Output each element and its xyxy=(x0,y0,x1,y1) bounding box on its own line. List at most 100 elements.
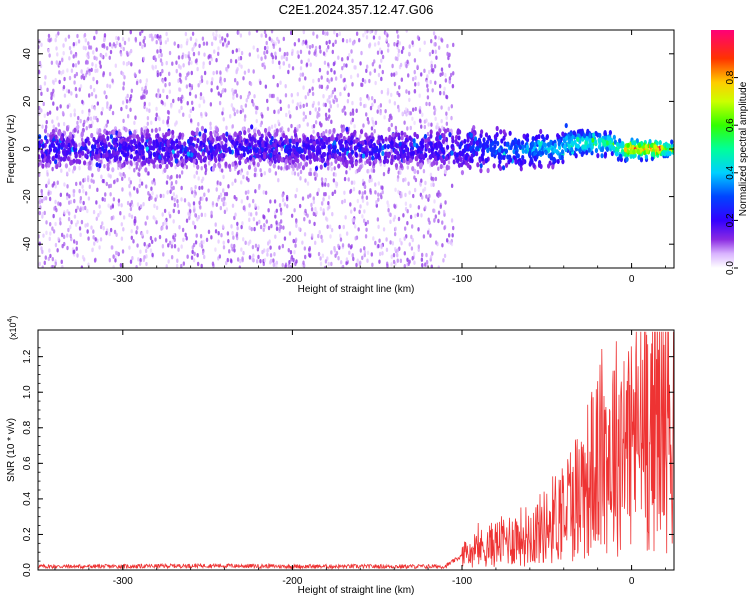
spectrogram-cell xyxy=(52,88,55,94)
spectrogram-cell xyxy=(279,219,283,224)
spectrogram-cell xyxy=(140,144,144,150)
spectrogram-cell xyxy=(212,31,215,37)
spectrogram-cell xyxy=(313,221,316,227)
spectrogram-cell xyxy=(79,232,82,238)
spectrogram-cell xyxy=(391,132,395,138)
spectrogram-cell xyxy=(332,61,336,67)
spectrogram-cell xyxy=(390,254,393,259)
spectrogram-cell xyxy=(277,165,280,170)
spectrogram-cell xyxy=(315,172,319,178)
spectrogram-cell xyxy=(288,63,291,69)
spectrogram-cell xyxy=(334,172,337,177)
spectrogram-cell xyxy=(323,135,327,141)
spectrogram-cell xyxy=(394,163,399,169)
spectrogram-cell xyxy=(295,141,299,147)
spectrogram-cell xyxy=(118,156,122,162)
spectrogram-cell xyxy=(269,139,273,146)
spectrogram-cell xyxy=(281,262,284,268)
spectrogram-cell xyxy=(67,34,71,39)
spectrogram-cell xyxy=(88,71,91,76)
spectrogram-cell xyxy=(183,141,187,147)
spectrogram-cell xyxy=(218,163,222,169)
spectrogram-cell xyxy=(584,140,588,146)
spectrogram-cell xyxy=(307,91,310,97)
spectrogram-cell xyxy=(90,67,93,73)
spectrogram-cell xyxy=(312,31,315,36)
spectrogram-cell xyxy=(303,217,306,222)
spectrogram-cell xyxy=(155,205,159,211)
spectrogram-cell xyxy=(158,154,162,160)
spectrogram-cell xyxy=(425,79,429,85)
spectrogram-cell xyxy=(626,142,630,148)
spectrogram-cell xyxy=(413,58,417,63)
spectrogram-cell xyxy=(377,105,380,110)
spectrogram-cell xyxy=(110,216,113,221)
spectrogram-cell xyxy=(239,94,243,100)
spectrogram-cell xyxy=(163,167,167,173)
spectrogram-cell xyxy=(308,171,311,177)
spectrogram-cell xyxy=(80,69,83,74)
spectrogram-cell xyxy=(145,244,149,249)
spectrogram-cell xyxy=(65,126,70,132)
spectrogram-cell xyxy=(588,138,592,144)
spectrogram-cell xyxy=(497,147,502,153)
spectrogram-cell xyxy=(279,106,283,112)
spectrogram-cell xyxy=(351,111,355,116)
spectrogram-cell xyxy=(447,233,451,238)
spectrogram-cell xyxy=(261,114,264,119)
spectrogram-cell xyxy=(283,202,287,207)
spectrogram-cell xyxy=(303,232,307,237)
spectrogram-cell xyxy=(161,159,165,165)
spectrogram-cell xyxy=(54,242,58,248)
spectrogram-cell xyxy=(211,166,215,172)
spectrogram-cell xyxy=(293,249,296,255)
spectrogram-cell xyxy=(310,233,314,238)
spectrogram-cell xyxy=(239,170,242,176)
spectrogram-cell xyxy=(333,140,337,146)
spectrogram-cell xyxy=(91,62,94,67)
spectrogram-cell xyxy=(409,203,412,209)
spectrogram-cell xyxy=(128,183,131,189)
spectrogram-cell xyxy=(98,127,102,134)
spectrogram-cell xyxy=(215,202,218,207)
spectrogram-cell xyxy=(191,220,195,225)
spectrogram-cell xyxy=(240,180,243,185)
spectrogram-cell xyxy=(102,226,105,231)
spectrogram-cell xyxy=(333,70,336,75)
spectrogram-cell xyxy=(51,119,54,124)
spectrogram-cell xyxy=(236,257,240,262)
spectrogram-cell xyxy=(38,200,42,205)
spectrogram-cell xyxy=(145,107,149,112)
spectrogram-cell xyxy=(260,172,263,178)
spectrogram-cell xyxy=(331,211,334,217)
spectrogram-cell xyxy=(330,67,333,73)
spectrogram-cell xyxy=(108,55,111,61)
spectrogram-cell xyxy=(371,102,374,108)
spectrogram-cell xyxy=(233,89,236,94)
spectrogram-cell xyxy=(263,171,267,176)
spectrogram-cell xyxy=(427,197,430,202)
spectrogram-cell xyxy=(211,77,214,82)
spectrogram-cell xyxy=(351,253,354,258)
spectrogram-cell xyxy=(432,182,435,188)
spectrogram-cell xyxy=(245,176,249,181)
spectrogram-cell xyxy=(219,76,222,81)
spectrogram-cell xyxy=(302,117,305,122)
spectrogram-cell xyxy=(77,60,80,65)
spectrogram-cell xyxy=(561,131,565,137)
spectrogram-cell xyxy=(172,98,175,104)
spectrogram-cell xyxy=(335,250,339,256)
spectrogram-cell xyxy=(434,116,437,122)
spectrogram-cell xyxy=(322,102,326,107)
spectrogram-cell xyxy=(448,52,451,58)
spectrogram-cell xyxy=(174,158,178,164)
spectrogram-cell xyxy=(429,172,433,178)
spectrogram-cell xyxy=(318,230,321,235)
spectrogram-cell xyxy=(414,177,418,183)
spectrogram-cell xyxy=(420,257,424,262)
spectrogram-cell xyxy=(282,61,285,66)
spectrogram-cell xyxy=(132,239,135,244)
spectrogram-cell xyxy=(207,161,211,166)
spectrogram-cell xyxy=(296,92,300,97)
spectrogram-cell xyxy=(235,48,238,53)
